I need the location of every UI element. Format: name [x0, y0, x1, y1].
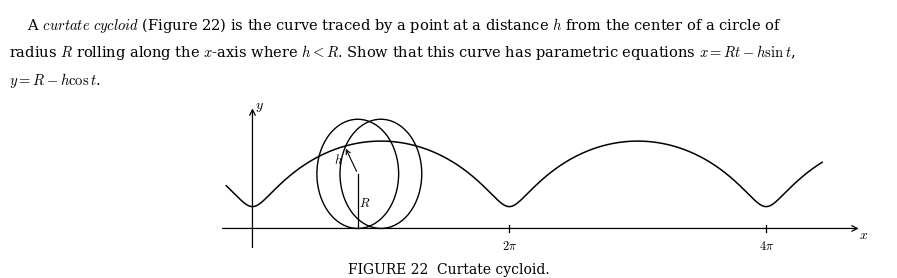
Text: A $\mathit{curtate\ cycloid}$ (Figure 22) is the curve traced by a point at a di: A $\mathit{curtate\ cycloid}$ (Figure 22… [9, 16, 796, 90]
Text: $R$: $R$ [360, 197, 370, 210]
Text: $2\pi$: $2\pi$ [501, 240, 517, 254]
Text: $x$: $x$ [859, 228, 868, 242]
Text: $4\pi$: $4\pi$ [759, 240, 774, 254]
Text: $h$: $h$ [335, 153, 344, 167]
Text: FIGURE 22  Curtate cycloid.: FIGURE 22 Curtate cycloid. [348, 263, 549, 277]
Text: $y$: $y$ [256, 100, 265, 114]
